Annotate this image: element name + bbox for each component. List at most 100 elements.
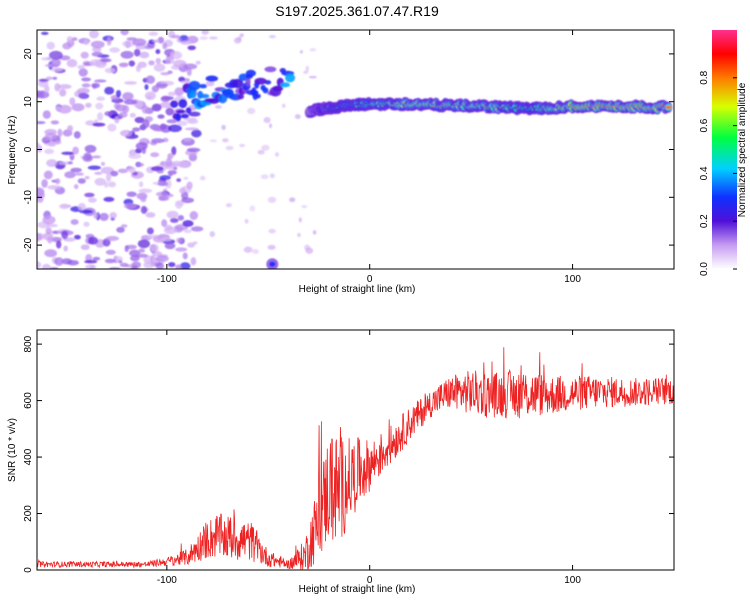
spectrogram-blob bbox=[91, 82, 100, 89]
spectrogram-blob bbox=[38, 78, 49, 82]
spectrogram-blob bbox=[127, 166, 136, 174]
spectrogram-blob bbox=[43, 170, 53, 180]
colorbar-tick-label: 0.8 bbox=[699, 70, 710, 84]
spectrogram-blob bbox=[225, 145, 234, 151]
spectrogram-blob bbox=[237, 94, 245, 100]
spectrogram-blob bbox=[186, 147, 201, 153]
spectrogram-blob bbox=[144, 91, 156, 101]
spectrogram-blob bbox=[85, 264, 97, 269]
snr-x-ticks: -100 0 100 bbox=[157, 330, 581, 586]
spectrogram-blob bbox=[166, 119, 178, 124]
spectrogram-blob bbox=[130, 255, 140, 262]
spectrogram-blob bbox=[221, 124, 226, 131]
spectrogram-blob bbox=[118, 62, 129, 68]
spectrogram-blob bbox=[62, 42, 72, 50]
spectrogram-blob bbox=[96, 96, 106, 101]
spectrogram-blob bbox=[56, 240, 62, 249]
spectrogram-blob bbox=[222, 138, 229, 143]
spectrogram-blob bbox=[138, 188, 153, 193]
spectrogram-blob bbox=[140, 205, 148, 214]
spectrogram-blob bbox=[46, 41, 56, 50]
spectrogram-blob bbox=[165, 107, 174, 116]
y-tick-label: 400 bbox=[23, 448, 34, 465]
spectrogram-blob bbox=[82, 154, 93, 162]
spectrogram-blob bbox=[139, 51, 150, 59]
spectrogram-blob bbox=[189, 211, 199, 220]
y-tick-label: -20 bbox=[23, 237, 34, 252]
spectrogram-blob bbox=[289, 197, 296, 203]
spectrogram-blob bbox=[88, 236, 99, 245]
spectrogram-blob bbox=[58, 84, 72, 90]
spectrogram-blob bbox=[104, 67, 116, 74]
spectrogram-blob bbox=[134, 116, 145, 124]
y-tick-label: -10 bbox=[23, 190, 34, 205]
spectrogram-blob bbox=[280, 82, 291, 88]
spectrogram-blob bbox=[175, 201, 185, 206]
spectrogram-blob bbox=[159, 102, 173, 109]
spectrogram-blob bbox=[117, 168, 129, 174]
spectrogram-blob bbox=[157, 181, 169, 187]
spectrogram-blob bbox=[106, 36, 112, 46]
x-tick-label: 0 bbox=[367, 575, 373, 586]
spectrogram-blob bbox=[104, 86, 115, 95]
spectrogram-blob bbox=[64, 171, 76, 179]
spectrogram-blob bbox=[155, 255, 169, 262]
spectrogram-blob bbox=[67, 125, 74, 133]
spectrogram-blob bbox=[83, 221, 90, 227]
spectrogram-blob bbox=[182, 220, 194, 227]
spectrogram-blob bbox=[209, 139, 217, 143]
spectrogram-blob bbox=[209, 231, 216, 238]
spectrogram-blob bbox=[269, 261, 276, 267]
spectrogram-blob bbox=[157, 114, 165, 119]
spectrogram-blob bbox=[81, 83, 91, 88]
spectrogram-blob bbox=[263, 117, 271, 124]
spectrogram-blob bbox=[131, 266, 138, 269]
spectrogram-blob bbox=[177, 215, 185, 221]
spectrogram-blob bbox=[665, 105, 672, 110]
spectrogram-blob bbox=[180, 80, 187, 84]
spectrogram-blob bbox=[175, 237, 183, 244]
spectrogram-blob bbox=[160, 237, 173, 242]
spectrogram-blob bbox=[171, 146, 177, 156]
spectrogram-blob bbox=[308, 75, 317, 79]
spectrogram-blob bbox=[47, 236, 53, 244]
spectrogram-blob bbox=[137, 239, 151, 249]
spectrogram-blob bbox=[50, 120, 60, 125]
spectrogram-blob bbox=[81, 77, 92, 82]
spectrogram-blob bbox=[269, 173, 275, 179]
spectrogram-blob bbox=[52, 76, 58, 80]
spectrogram-blob bbox=[41, 263, 51, 269]
spectrogram-blob bbox=[141, 119, 150, 129]
spectrogram-blob bbox=[84, 259, 98, 264]
spectrogram-blob bbox=[100, 161, 106, 166]
spectrogram-blob bbox=[37, 261, 42, 269]
spectrogram-blob bbox=[305, 65, 310, 72]
x-tick-label: 100 bbox=[564, 274, 581, 285]
spectrogram-blob bbox=[146, 227, 154, 235]
spectrogram-blob bbox=[44, 148, 55, 155]
spectrogram-blob bbox=[209, 36, 218, 40]
spectrogram-blob bbox=[137, 61, 147, 69]
spectrogram-blob bbox=[155, 262, 165, 269]
spectrogram-blob bbox=[245, 69, 256, 77]
spectrogram-blob bbox=[145, 140, 151, 145]
spectrogram-blob bbox=[37, 233, 43, 242]
spectrogram-blob bbox=[305, 247, 314, 254]
spectrogram-blob bbox=[166, 210, 179, 219]
x-tick-label: 100 bbox=[564, 575, 581, 586]
spectrogram-blob bbox=[45, 76, 53, 81]
spectrogram-blob bbox=[180, 40, 192, 45]
spectrogram-blob bbox=[158, 195, 166, 201]
spectrogram-blob bbox=[119, 262, 129, 268]
spectrogram-blob bbox=[285, 73, 296, 83]
spectrogram-blob bbox=[141, 105, 150, 114]
spectrogram-blob bbox=[54, 257, 64, 266]
spectrogram-blob bbox=[155, 49, 161, 55]
snr-background bbox=[37, 330, 674, 570]
spectrogram-blob bbox=[70, 167, 82, 173]
spectrogram-blob bbox=[260, 174, 269, 180]
spectrogram-blob bbox=[124, 245, 129, 253]
snr-y-ticks: 800 600 400 200 0 bbox=[23, 335, 674, 573]
spectrogram-blob bbox=[108, 181, 116, 188]
